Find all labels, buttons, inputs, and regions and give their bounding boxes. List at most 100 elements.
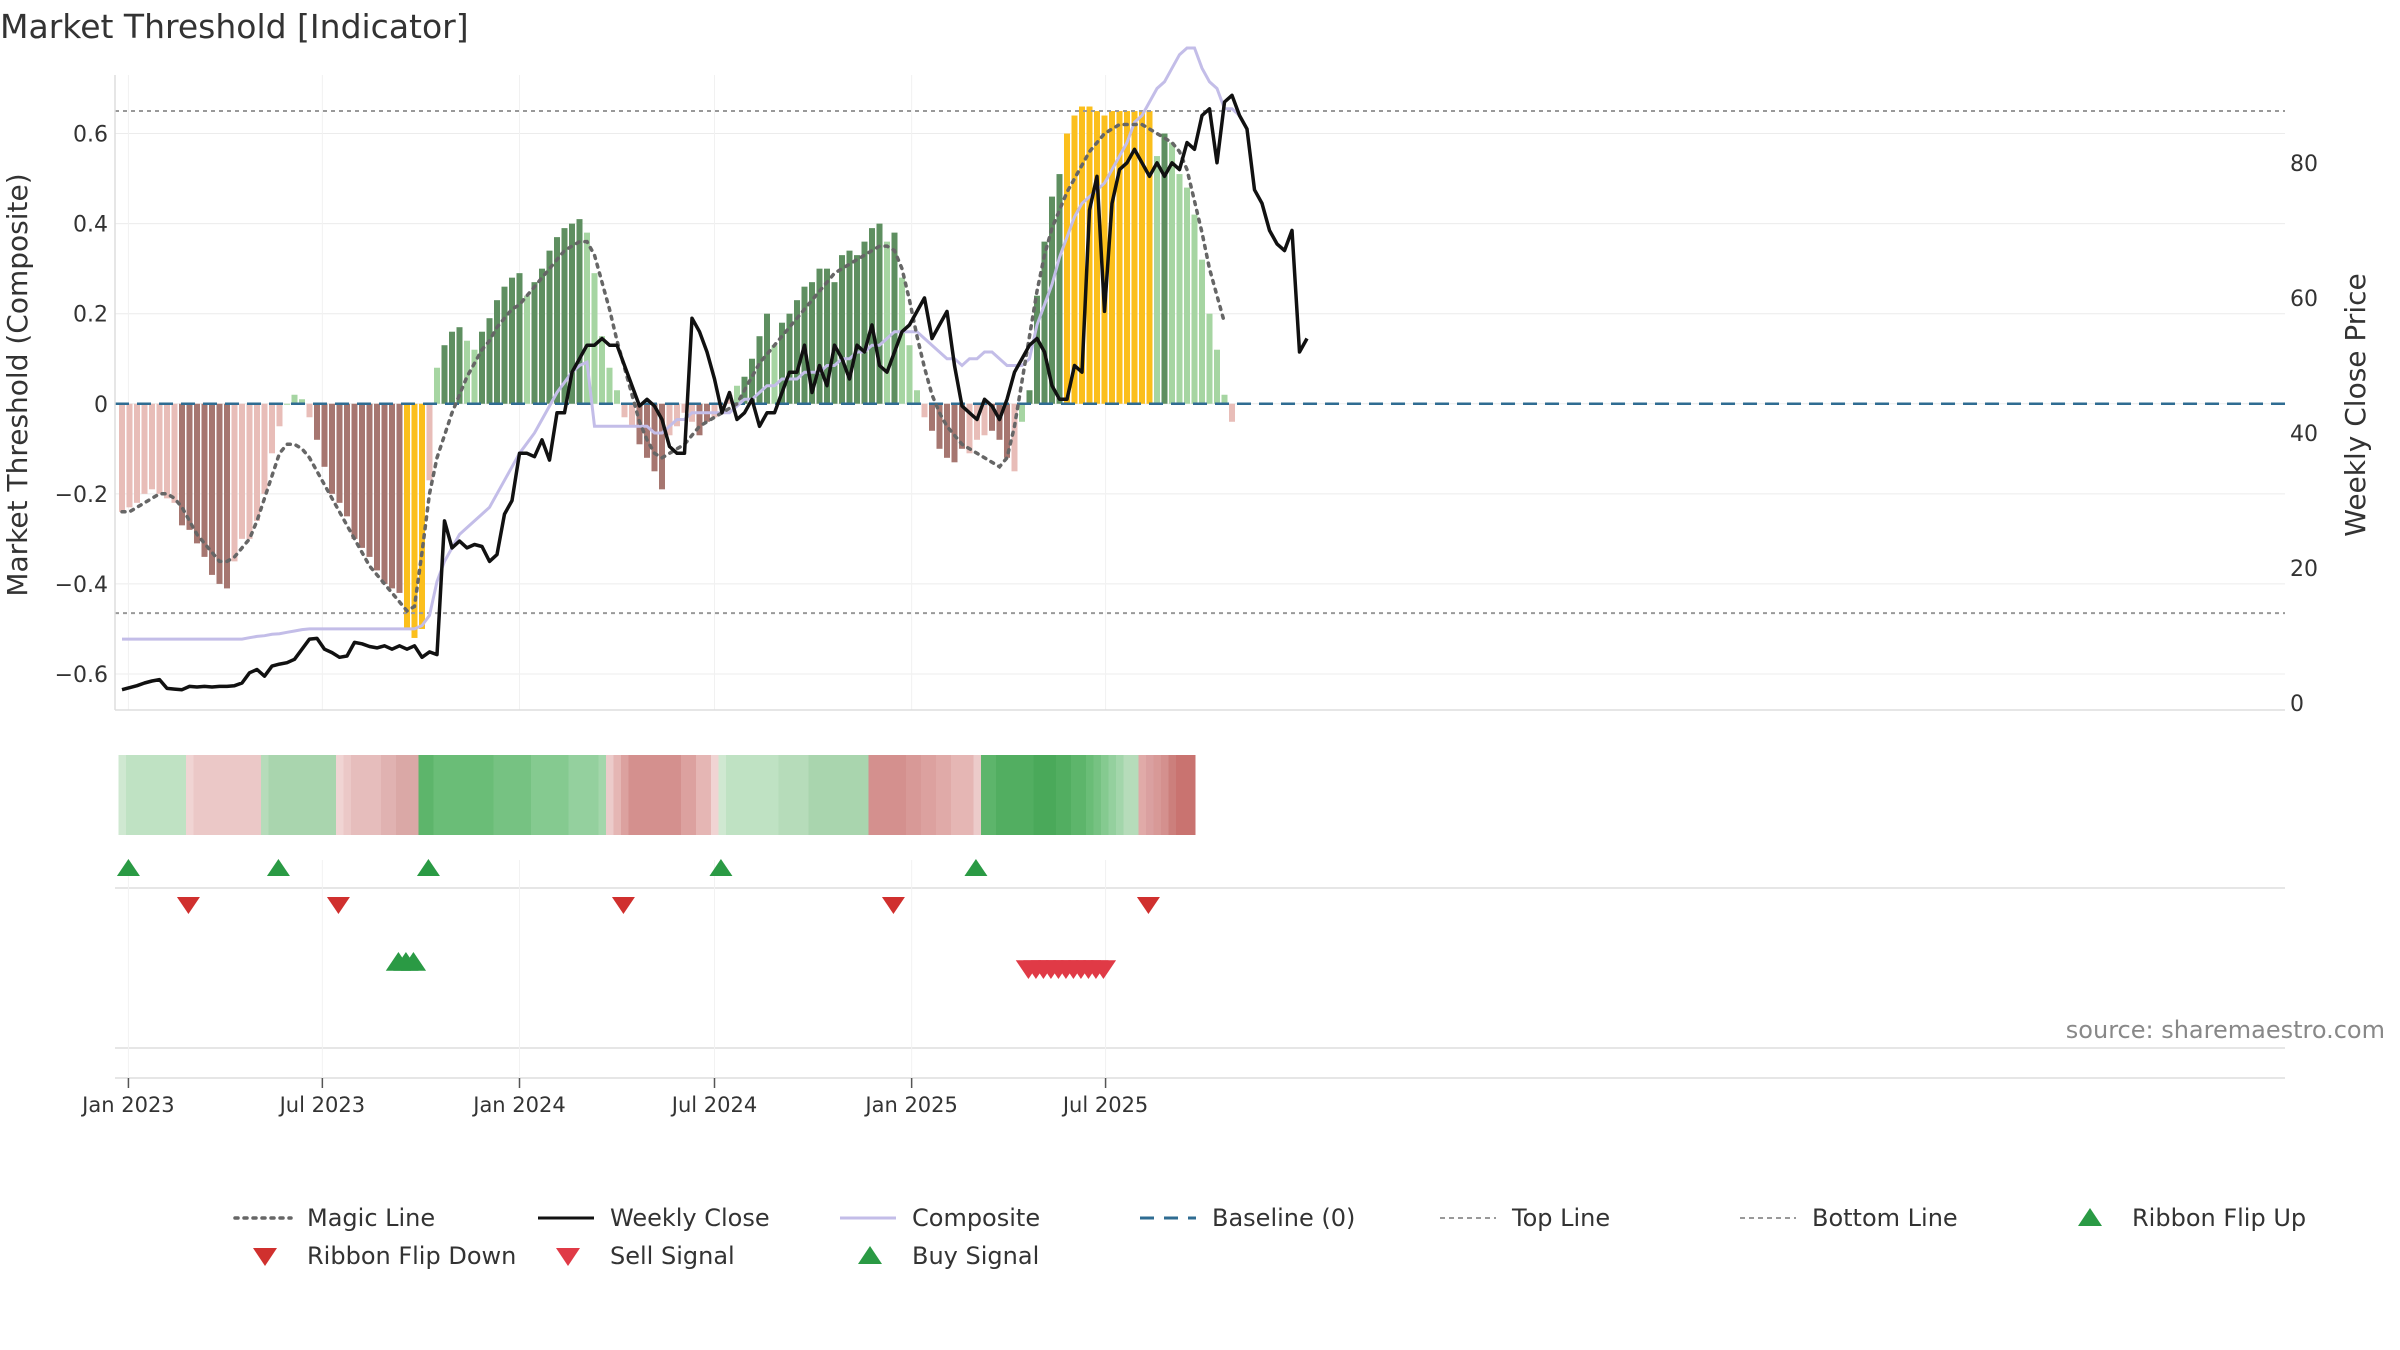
ribbon — [118, 755, 1196, 835]
x-tick-label: Jul 2023 — [278, 1093, 365, 1117]
composite-bar — [276, 403, 283, 427]
composite-bar — [171, 403, 178, 503]
composite-bar — [876, 223, 883, 404]
x-tick-label: Jan 2025 — [863, 1093, 958, 1117]
legend-label: Sell Signal — [610, 1242, 735, 1270]
composite-bar — [906, 345, 913, 404]
composite-bar — [1109, 111, 1115, 404]
ribbon-flip-down-marker — [881, 897, 905, 914]
composite-bar — [396, 403, 403, 593]
composite-bar — [411, 403, 418, 638]
composite-bar — [336, 403, 343, 503]
x-tick-label: Jan 2023 — [80, 1093, 175, 1117]
composite-bar — [951, 403, 958, 463]
composite-bar — [351, 403, 358, 539]
legend-item: Bottom Line — [1740, 1204, 1958, 1232]
composite-bar — [1221, 394, 1228, 404]
line-series — [115, 46, 2285, 692]
composite-bar — [224, 403, 230, 589]
legend-label: Ribbon Flip Down — [307, 1242, 516, 1270]
composite-bar — [839, 255, 845, 404]
composite-bar — [749, 358, 755, 404]
composite-bar — [794, 300, 800, 404]
composite-bar — [524, 295, 530, 404]
y-tick-label: 0.4 — [73, 213, 108, 238]
composite-bar — [764, 313, 770, 404]
composite-bar — [591, 273, 598, 404]
composite-bar — [1169, 142, 1175, 404]
composite-bar — [1124, 111, 1130, 404]
legend-label: Magic Line — [307, 1204, 435, 1232]
composite-bar — [239, 403, 245, 539]
ribbon-flip-down-marker — [1136, 897, 1160, 914]
composite-bar — [254, 403, 260, 521]
legend-label: Bottom Line — [1812, 1204, 1958, 1232]
composite-bar — [966, 403, 973, 454]
composite-bar — [1184, 187, 1190, 404]
y-tick-label: 0.2 — [73, 303, 108, 328]
composite-bar — [809, 282, 815, 404]
composite-bar — [1131, 111, 1138, 404]
composite-bar — [186, 403, 193, 530]
composite-bar — [359, 403, 365, 548]
composite-bar — [1146, 111, 1153, 404]
composite-bar — [621, 403, 628, 418]
composite-bar — [209, 403, 215, 575]
legend-label: Baseline (0) — [1212, 1204, 1355, 1232]
composite-bar — [831, 282, 838, 404]
composite-bar — [516, 273, 523, 404]
composite-bar — [1206, 313, 1213, 404]
composite-bar — [381, 403, 388, 584]
legend-label: Top Line — [1511, 1204, 1610, 1232]
composite-bar — [1004, 403, 1010, 458]
composite-bar — [164, 403, 170, 499]
y2-axis-label: Weekly Close Price — [2339, 273, 2372, 536]
composite-bar — [666, 403, 673, 436]
legend-swatch — [858, 1246, 882, 1264]
legend-item: Weekly Close — [538, 1204, 770, 1232]
y2-tick-label: 0 — [2290, 692, 2304, 717]
composite-bar — [651, 403, 658, 472]
composite-bar — [261, 403, 268, 494]
composite-bar — [779, 322, 785, 404]
composite-bar — [134, 403, 140, 503]
composite-bar — [1154, 156, 1160, 404]
legend: Magic Line Weekly Close Composite Baseline … — [233, 1204, 2306, 1270]
composite-bar — [1191, 214, 1198, 404]
composite-bar — [599, 336, 605, 404]
composite-bar — [509, 277, 515, 404]
y-tick-label: −0.6 — [55, 663, 108, 688]
composite-bar — [479, 331, 485, 404]
composite-bar — [711, 403, 718, 418]
composite-bar — [299, 399, 305, 404]
composite-bar — [284, 403, 290, 405]
composite-bar — [194, 403, 200, 544]
composite-bar — [891, 232, 898, 404]
composite-bar — [404, 403, 410, 629]
ribbon-flip-down-marker — [611, 897, 635, 914]
composite-bar — [366, 403, 373, 557]
composite-bar — [494, 300, 500, 404]
composite-bar — [1101, 115, 1108, 404]
composite-bar — [471, 349, 478, 404]
legend-item: Ribbon Flip Down — [253, 1242, 516, 1270]
composite-bar — [314, 403, 320, 440]
buy-signal-marker — [400, 952, 427, 971]
axes: 0.6 0.4 0.2 0 −0.2 −0.4 −0.6 80 60 40 20 0 — [55, 75, 2318, 717]
composite-bar — [959, 403, 965, 449]
composite-bar — [989, 403, 995, 431]
y-tick-label: 0.6 — [73, 123, 108, 148]
composite-bar — [1199, 259, 1205, 404]
composite-bar — [141, 403, 148, 494]
composite-bar — [681, 403, 688, 413]
composite-bar — [1034, 295, 1040, 404]
ribbon-flip-up-marker — [709, 859, 733, 876]
composite-bar — [614, 390, 620, 404]
composite-bar — [674, 403, 680, 427]
legend-item: Buy Signal — [858, 1242, 1039, 1270]
ribbon-flip-down-marker — [326, 897, 350, 914]
composite-bar — [1019, 403, 1025, 422]
main-panel: 0.6 0.4 0.2 0 −0.2 −0.4 −0.6 80 60 40 20 0 — [55, 46, 2318, 717]
legend-label: Ribbon Flip Up — [2132, 1204, 2306, 1232]
